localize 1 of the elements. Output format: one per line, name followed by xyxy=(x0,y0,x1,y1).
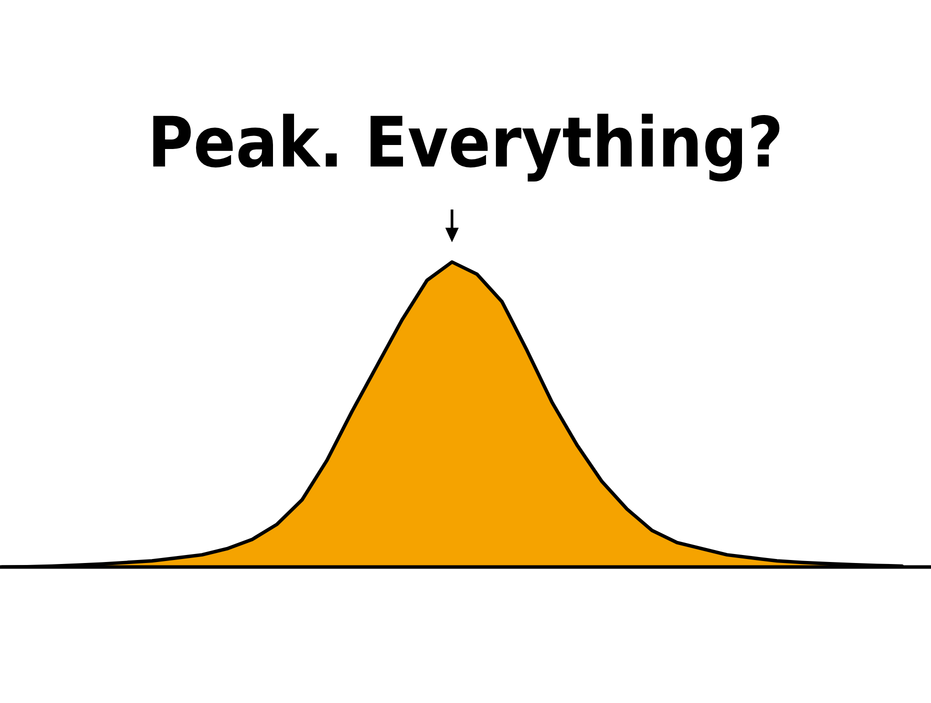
chart-title: Peak. Everything? xyxy=(153,114,780,182)
